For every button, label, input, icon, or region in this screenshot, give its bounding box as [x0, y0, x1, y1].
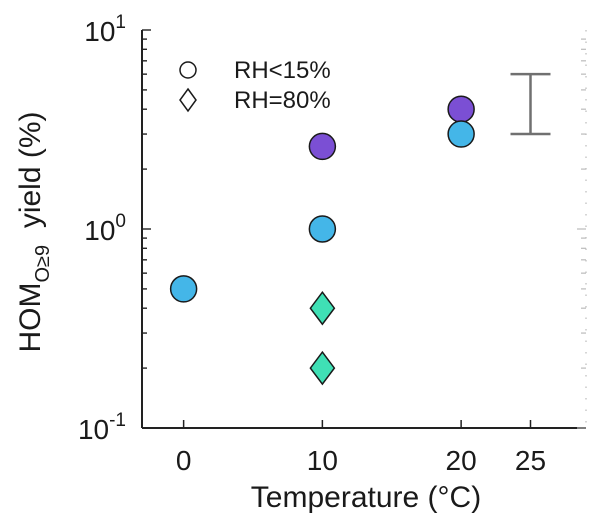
y-tick-label: 100 [84, 211, 126, 246]
x-tick-label: 0 [176, 445, 192, 476]
y-axis-label: HOMO≥9 yield (%) [14, 111, 54, 352]
x-tick-label: 25 [515, 445, 546, 476]
y-tick-label: 10-1 [78, 410, 126, 445]
data-point-circle [169, 275, 198, 303]
y-tick-label-base: 10 [78, 414, 109, 445]
data-point-circle [308, 132, 337, 161]
error-bar [510, 72, 551, 136]
y-tick-label-exponent: -1 [109, 410, 126, 431]
legend-marker-circle [179, 61, 197, 79]
data-point-diamond [309, 350, 336, 386]
y-axis-label-main: HOM [14, 283, 47, 353]
x-tick-labels: 0 10 20 25 [176, 445, 546, 476]
axes [141, 30, 587, 429]
legend-marker-diamond [179, 87, 197, 113]
legend-label: RH=80% [234, 87, 331, 114]
x-tick-label: 10 [307, 445, 338, 476]
x-axis-label: Temperature (°C) [251, 481, 481, 514]
y-tick-label-base: 10 [84, 215, 115, 246]
x-tick-label: 20 [446, 445, 477, 476]
data-point-circle [308, 215, 337, 243]
tick-marks [142, 29, 586, 429]
data-point-circle [447, 95, 475, 123]
y-tick-label-exponent: 0 [115, 211, 126, 232]
data-point-diamond [309, 290, 336, 326]
y-tick-label-base: 10 [84, 16, 115, 47]
legend-label: RH<15% [234, 57, 331, 84]
data-point-circle [447, 120, 475, 148]
y-tick-label-exponent: 1 [115, 12, 126, 33]
y-axis-label-subscript: O≥9 [32, 245, 54, 283]
y-axis-label-suffix: yield (%) [14, 111, 47, 244]
legend: RH<15% RH=80% [179, 57, 331, 114]
data-points [169, 95, 475, 386]
y-tick-label: 101 [84, 12, 126, 47]
